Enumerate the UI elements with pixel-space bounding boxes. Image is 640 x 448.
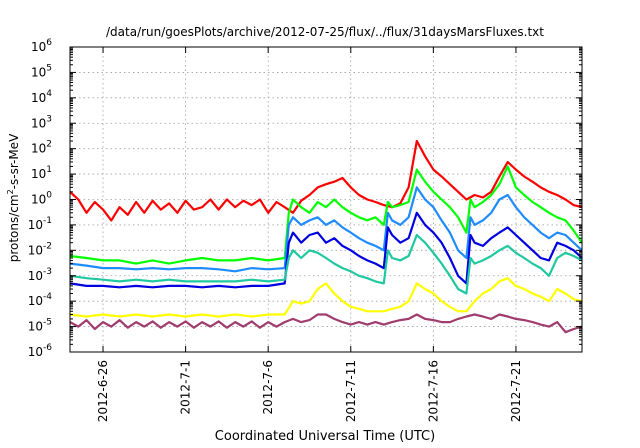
series-group	[69, 139, 583, 334]
x-tick-label: 2012-7-16	[426, 360, 440, 422]
y-tick-label: 10-3	[28, 267, 52, 283]
y-tick-label: 10-5	[28, 318, 52, 334]
x-axis-label: Coordinated Universal Time (UTC)	[215, 429, 435, 444]
y-tick-label: 10-1	[28, 216, 52, 232]
chart-title: /data/run/goesPlots/archive/2012-07-25/f…	[106, 25, 544, 39]
y-axis-label: protons/cm2-s-sr-MeV	[6, 133, 21, 262]
series-line	[69, 277, 583, 318]
series-line	[69, 186, 583, 273]
y-tick-label: 100	[31, 191, 52, 207]
series-line	[69, 211, 583, 289]
y-tick-label: 10-2	[28, 241, 52, 257]
x-tick-label: 2012-6-26	[96, 360, 110, 422]
y-tick-label: 105	[31, 63, 52, 79]
series-line	[69, 313, 583, 334]
x-tick-labels: 2012-6-26 2012-7-1 2012-7-6 2012-7-11 2012-7…	[96, 360, 523, 422]
y-tick-label: 101	[31, 165, 52, 181]
y-tick-labels: 10-6 10-5 10-4 10-3 10-2 10-1 100 101 102 103 104 1…	[28, 38, 53, 359]
series-line	[69, 139, 583, 222]
x-tick-label: 2012-7-21	[509, 360, 523, 422]
y-tick-label: 10-4	[28, 292, 53, 308]
series-line	[69, 233, 583, 295]
y-tick-label: 10-6	[28, 343, 53, 359]
x-tick-label: 2012-7-6	[261, 360, 275, 414]
y-tick-label: 106	[31, 38, 52, 54]
y-tick-label: 102	[31, 140, 52, 156]
x-tick-label: 2012-7-11	[344, 360, 358, 422]
y-tick-label: 103	[31, 114, 52, 130]
grid	[70, 47, 582, 352]
axis-ticks	[70, 46, 582, 353]
y-tick-label: 104	[31, 89, 52, 105]
series-line	[69, 165, 583, 265]
x-tick-label: 2012-7-1	[179, 360, 193, 414]
